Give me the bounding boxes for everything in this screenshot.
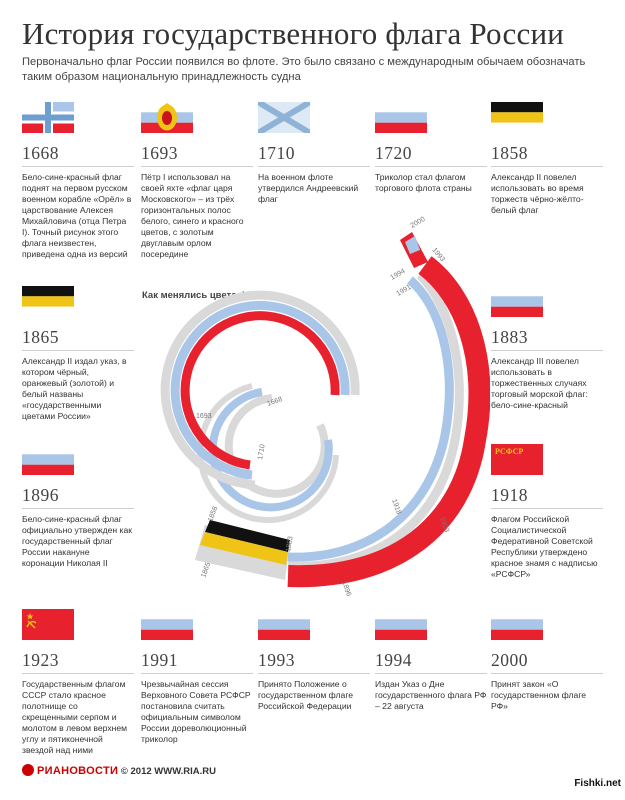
card-1693: 1693 Пётр I использовал на своей яхте «ф… bbox=[141, 102, 253, 260]
card-description: Государственным флагом СССР стало красно… bbox=[22, 679, 128, 755]
card-year: 1720 bbox=[375, 143, 412, 163]
white-blue-red-flag-icon bbox=[491, 609, 543, 640]
spiral-title: Как менялись цвета флага bbox=[142, 290, 268, 301]
card-description: Александр II повелел использовать во вре… bbox=[491, 172, 584, 215]
divider bbox=[22, 350, 134, 351]
spiral-middle-ring bbox=[160, 290, 360, 490]
card-year: 1693 bbox=[141, 143, 178, 163]
card-description: Принято Положение о государственном флаг… bbox=[258, 679, 354, 711]
spiral-label-1918: 1918 bbox=[390, 498, 402, 515]
spiral-label-1693: 1693 bbox=[196, 413, 212, 420]
card-year: 1858 bbox=[491, 143, 528, 163]
spiral-label-1994: 1994 bbox=[390, 268, 407, 282]
white-blue-red-flag-icon bbox=[22, 444, 74, 475]
card-year: 1993 bbox=[258, 650, 295, 670]
card-description: Александр III повелел использовать в тор… bbox=[491, 356, 588, 410]
divider bbox=[491, 350, 603, 351]
card-1993: 1993 Принято Положение о государственном… bbox=[258, 609, 370, 712]
spiral-label-1896: 1896 bbox=[340, 580, 352, 597]
divider bbox=[491, 166, 603, 167]
card-1858: 1858 Александр II повелел использовать в… bbox=[491, 102, 603, 216]
footer-brand: РИАНОВОСТИ bbox=[37, 765, 119, 777]
card-description: Триколор стал флагом торгового флота стр… bbox=[375, 172, 472, 193]
rsfsr-flag-icon: РСФСР bbox=[491, 444, 543, 475]
spiral-label-1865: 1865 bbox=[200, 562, 212, 579]
divider bbox=[258, 166, 370, 167]
divider bbox=[375, 673, 487, 674]
card-year: 1994 bbox=[375, 650, 412, 670]
card-description: На военном флоте утвердился Андреевский … bbox=[258, 172, 359, 204]
spiral-outer-arc bbox=[287, 256, 490, 588]
tsar-flag-with-eagle-icon bbox=[141, 102, 193, 133]
watermark: Fishki.net bbox=[574, 778, 621, 789]
flag-colors-spiral: 1668 1693 1710 1858 1865 1883 1896 1918 … bbox=[160, 216, 490, 597]
spiral-label-1858: 1858 bbox=[207, 506, 219, 523]
white-blue-red-flag-icon bbox=[375, 102, 427, 133]
saint-andrew-flag-icon bbox=[258, 102, 310, 133]
spiral-label-1710: 1710 bbox=[257, 444, 267, 461]
footer: РИАНОВОСТИ © 2012 WWW.RIA.RU bbox=[22, 764, 216, 777]
divider bbox=[258, 673, 370, 674]
card-description: Издан Указ о Дне государственного флага … bbox=[375, 679, 487, 711]
card-description: Чрезвычайная сессия Верховного Совета РС… bbox=[141, 679, 251, 744]
divider bbox=[22, 508, 134, 509]
spiral-black-gold-segment bbox=[195, 520, 290, 580]
spiral-top-tip bbox=[400, 232, 428, 268]
card-1991: 1991 Чрезвычайная сессия Верховного Сове… bbox=[141, 609, 253, 745]
spiral-label-1883: 1883 bbox=[285, 536, 295, 553]
white-blue-red-flag-icon bbox=[491, 286, 543, 317]
card-1865: 1865 Александр II издал указ, в котором … bbox=[22, 286, 134, 422]
white-blue-red-flag-icon bbox=[258, 609, 310, 640]
card-description: Принят закон «О государственном флаге РФ… bbox=[491, 679, 587, 711]
card-1918: РСФСР 1918 Флагом Российской Социалистич… bbox=[491, 444, 603, 580]
black-yellow-white-flag-icon bbox=[491, 102, 543, 133]
card-year: 1865 bbox=[22, 327, 59, 347]
white-blue-red-flag-icon bbox=[375, 609, 427, 640]
saint-george-tricolor-flag-icon bbox=[22, 102, 74, 133]
white-blue-red-flag-icon bbox=[141, 609, 193, 640]
page-title: История государственного флага России bbox=[22, 16, 565, 51]
card-year: 1896 bbox=[22, 485, 59, 505]
card-description: Бело-сине-красный флаг официально утверж… bbox=[22, 514, 132, 568]
black-gold-white-flag-icon bbox=[22, 286, 74, 317]
spiral-label-1668: 1668 bbox=[266, 396, 283, 408]
divider bbox=[22, 673, 134, 674]
spiral-label-1923: 1923 bbox=[438, 516, 450, 533]
card-description: Флагом Российской Социалистической Федер… bbox=[491, 514, 598, 579]
page-subtitle: Первоначально флаг России появился во фл… bbox=[22, 56, 586, 83]
card-1668: 1668 Бело-сине-красный флаг поднят на пе… bbox=[22, 102, 134, 260]
card-1896: 1896 Бело-сине-красный флаг официально у… bbox=[22, 444, 134, 569]
ria-logo-icon bbox=[22, 764, 34, 776]
divider bbox=[491, 508, 603, 509]
spiral-label-1991: 1991 bbox=[396, 284, 413, 298]
ussr-flag-icon bbox=[22, 609, 74, 640]
card-year: 1918 bbox=[491, 485, 528, 505]
divider bbox=[491, 673, 603, 674]
card-year: 1710 bbox=[258, 143, 295, 163]
card-description: Пётр I использовал на своей яхте «флаг ц… bbox=[141, 172, 244, 259]
card-year: 1923 bbox=[22, 650, 59, 670]
rsfsr-flag-text: РСФСР bbox=[495, 447, 524, 456]
spiral-label-2000: 2000 bbox=[410, 216, 427, 230]
divider bbox=[141, 166, 253, 167]
card-1720: 1720 Триколор стал флагом торгового флот… bbox=[375, 102, 487, 194]
card-description: Александр II издал указ, в котором чёрны… bbox=[22, 356, 127, 421]
card-1883: 1883 Александр III повелел использовать … bbox=[491, 286, 603, 411]
card-1994: 1994 Издан Указ о Дне государственного ф… bbox=[375, 609, 487, 712]
footer-copyright: © 2012 WWW.RIA.RU bbox=[120, 766, 217, 777]
card-year: 2000 bbox=[491, 650, 528, 670]
card-2000: 2000 Принят закон «О государственном фла… bbox=[491, 609, 603, 712]
divider bbox=[375, 166, 487, 167]
divider bbox=[141, 673, 253, 674]
card-year: 1991 bbox=[141, 650, 178, 670]
card-1710: 1710 На военном флоте утвердился Андреев… bbox=[258, 102, 370, 205]
card-1923: 1923 Государственным флагом СССР стало к… bbox=[22, 609, 134, 756]
card-description: Бело-сине-красный флаг поднят на первом … bbox=[22, 172, 132, 259]
card-year: 1668 bbox=[22, 143, 59, 163]
divider bbox=[22, 166, 134, 167]
card-year: 1883 bbox=[491, 327, 528, 347]
